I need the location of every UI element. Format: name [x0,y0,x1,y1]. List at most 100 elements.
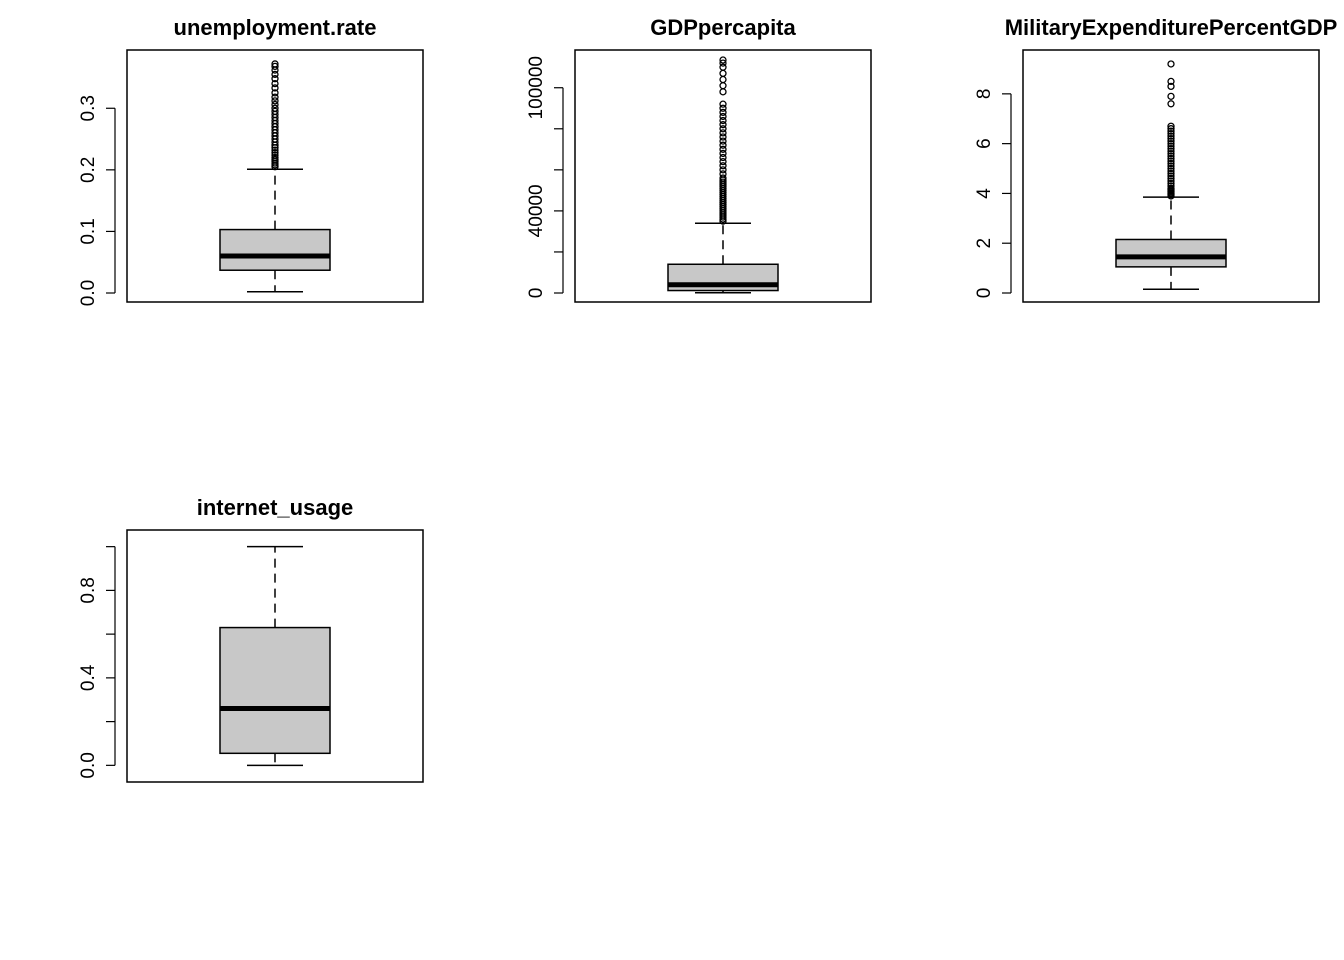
outlier-point [1167,184,1175,193]
outlier-point [1167,157,1175,165]
outlier-point [719,69,727,78]
outlier-point [271,75,279,83]
outlier-point [271,84,279,92]
outlier-point [719,75,727,84]
plot-frame [126,529,424,783]
outlier-point [719,125,727,133]
y-tick-label: 4 [974,188,995,199]
plot-frame [126,49,424,303]
outlier-point [719,63,727,71]
outlier-point [719,104,727,112]
outlier-point [1167,142,1175,150]
iqr-box [1115,238,1227,268]
outlier-point [271,62,279,71]
outlier-point [271,153,279,162]
y-tick-label: 0.8 [78,577,99,603]
outlier-point [1167,147,1175,155]
outlier-point [1167,174,1175,183]
plot-frame [1022,49,1320,303]
outlier-point [271,79,279,88]
outlier-point [719,59,727,67]
outlier-point [271,89,279,97]
outlier-point [1167,154,1175,163]
outlier-point [271,104,279,112]
outlier-point [719,174,727,182]
outlier-point [719,166,727,174]
plot-title: internet_usage [197,495,354,520]
panel-unemployment-rate: unemployment.rate 0.0 0.1 0.2 0.3 [78,15,424,306]
iqr-box [219,228,331,271]
outlier-point [1167,122,1175,130]
panel-internet-usage: internet_usage 0.0 0.4 0.8 [78,495,424,783]
y-tick-label: 0.0 [78,280,99,306]
outlier-point [271,148,279,157]
outlier-point [1167,125,1175,133]
outlier-point [719,108,727,117]
y-tick-label: 0.0 [78,752,99,778]
outlier-point [271,100,279,109]
outlier-point [1167,137,1175,145]
outlier-point [1167,159,1175,168]
y-tick-label: 0.1 [78,218,99,244]
outlier-point [1167,172,1175,180]
outlier-point [1167,152,1175,160]
outlier-point [719,100,727,108]
outlier-point [719,141,727,149]
outlier-point [719,116,727,125]
y-tick-label: 0 [974,288,995,299]
outlier-point [271,93,279,101]
outlier-point [719,157,727,166]
outlier-point [719,133,727,141]
outlier-point [1167,167,1175,175]
panel-military-expenditure: MilitaryExpenditurePercentGDP 0 2 4 6 8 [974,15,1338,303]
outlier-point [719,112,727,121]
outlier-point [1167,135,1175,143]
outlier-point [1167,164,1175,173]
outlier-point [1167,60,1175,68]
outlier-point [1167,169,1175,178]
iqr-box [219,626,331,755]
outlier-point [719,82,727,90]
outlier-point [719,121,727,129]
plot-title: GDPpercapita [650,15,796,40]
y-tick-label: 0.4 [78,664,99,691]
y-tick-label: 100000 [526,56,547,119]
outlier-point [719,56,727,64]
y-tick-label: 0 [526,288,547,299]
outlier-point [719,162,727,170]
outlier-point [1167,162,1175,170]
outlier-point [1167,149,1175,158]
outlier-point [719,153,727,162]
outlier-point [1167,92,1175,100]
outlier-point [1167,100,1175,108]
outlier-point [271,97,279,105]
plot-title: MilitaryExpenditurePercentGDP [1005,15,1338,40]
y-tick-label: 8 [974,89,995,100]
outlier-point [271,107,279,115]
outlier-point [719,170,727,178]
outlier-point [719,137,727,145]
outlier-point [271,151,279,159]
outlier-point [1167,130,1175,138]
outlier-point [1167,132,1175,140]
outlier-point [1167,82,1175,91]
outlier-point [1167,179,1175,188]
outlier-point [1167,139,1175,148]
outlier-point [719,129,727,137]
outlier-point [1167,177,1175,185]
outlier-point [1167,144,1175,153]
outlier-point [1167,127,1175,135]
y-tick-label: 0.2 [78,157,99,183]
outlier-point [271,146,279,154]
plot-title: unemployment.rate [174,15,377,40]
outlier-point [719,88,727,96]
outlier-point [1167,182,1175,190]
outlier-point [1167,77,1175,86]
outlier-point [271,60,279,68]
plot-frame [574,49,872,303]
outlier-point [271,70,279,79]
y-tick-label: 40000 [526,184,547,237]
outlier-point [719,145,727,153]
y-tick-label: 0.3 [78,95,99,121]
